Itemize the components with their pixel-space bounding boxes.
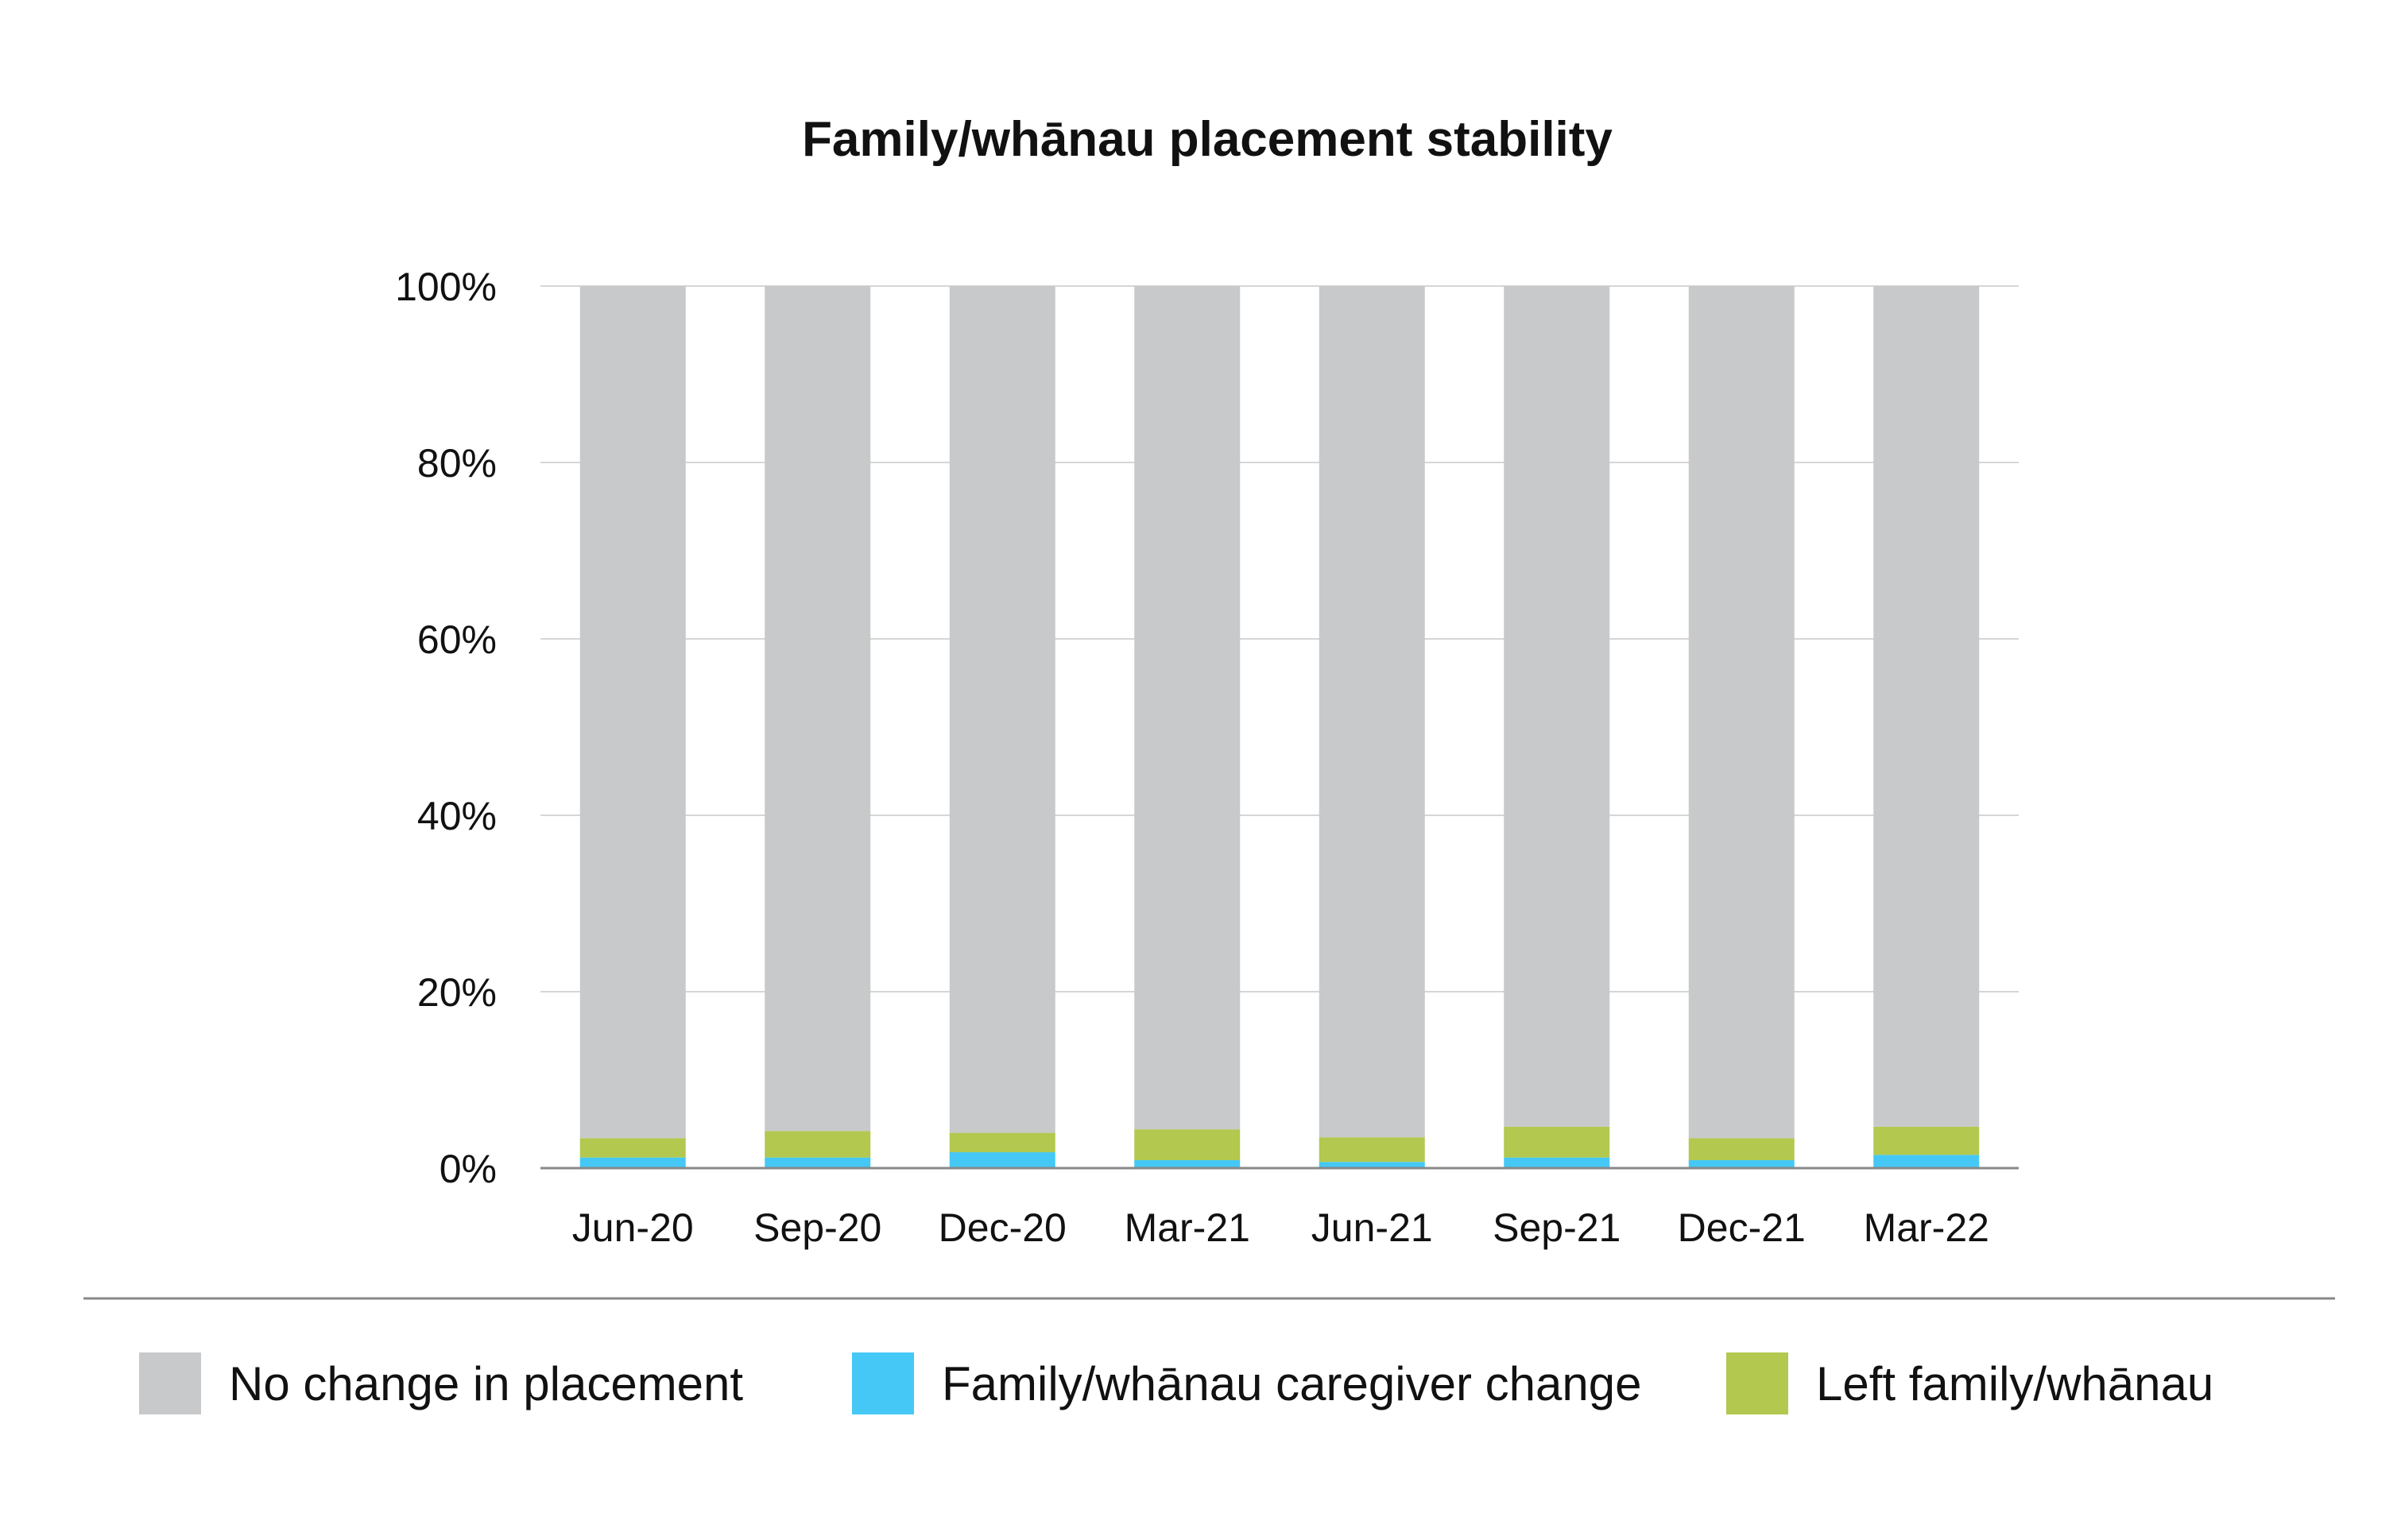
bar-left-family-wh-nau-sep-21 [1504,1126,1610,1158]
legend-label-left-family-wh-nau: Left family/whānau [1816,1357,2213,1410]
x-tick-label: Jun-21 [1311,1205,1433,1250]
x-tick-label: Sep-21 [1493,1205,1621,1250]
bar-left-family-wh-nau-dec-20 [949,1132,1055,1153]
y-tick-label: 20% [417,970,497,1015]
bar-family-wh-nau-caregiver-change-mar-22 [1873,1155,1980,1168]
legend-label-no-change-in-placement: No change in placement [229,1357,743,1410]
bar-left-family-wh-nau-dec-21 [1688,1138,1795,1161]
x-tick-label: Dec-21 [1678,1205,1806,1250]
bar-family-wh-nau-caregiver-change-mar-21 [1134,1160,1241,1168]
bar-family-wh-nau-caregiver-change-sep-20 [765,1157,871,1168]
y-axis-ticks: 0% 20% 40% 60% 80% 100% [395,265,497,1191]
legend: No change in placement Family/whānau care… [139,1352,2213,1414]
bar-left-family-wh-nau-mar-21 [1134,1129,1241,1161]
y-tick-label: 0% [440,1147,497,1191]
bar-left-family-wh-nau-mar-22 [1873,1126,1980,1155]
bar-no-change-in-placement-mar-21 [1134,286,1241,1130]
legend-swatch-family-wh-nau-caregiver-change [852,1352,914,1414]
bar-no-change-in-placement-jun-20 [579,286,686,1139]
x-tick-label: Mar-21 [1125,1205,1250,1250]
x-tick-label: Mar-22 [1864,1205,1989,1250]
y-tick-label: 40% [417,794,497,838]
bar-no-change-in-placement-dec-20 [949,286,1055,1133]
x-axis-ticks: Jun-20 Sep-20 Dec-20 Mar-21 Jun-21 Sep-21 Dec-… [572,1205,1989,1250]
legend-swatch-left-family-wh-nau [1726,1352,1788,1414]
bar-family-wh-nau-caregiver-change-dec-20 [949,1152,1055,1168]
bars [579,286,1980,1168]
bar-family-wh-nau-caregiver-change-jun-21 [1319,1162,1425,1168]
bar-left-family-wh-nau-jun-20 [579,1138,686,1158]
bar-family-wh-nau-caregiver-change-jun-20 [579,1157,686,1168]
bar-no-change-in-placement-jun-21 [1319,286,1425,1138]
legend-label-family-wh-nau-caregiver-change: Family/whānau caregiver change [942,1357,1641,1410]
bar-no-change-in-placement-dec-21 [1688,286,1795,1139]
x-tick-label: Dec-20 [939,1205,1067,1250]
bar-no-change-in-placement-sep-21 [1504,286,1610,1127]
y-tick-label: 80% [417,441,497,486]
legend-swatch-no-change-in-placement [139,1352,201,1414]
gridlines [540,285,2019,992]
bar-left-family-wh-nau-sep-20 [765,1131,871,1158]
bar-no-change-in-placement-sep-20 [765,286,871,1132]
y-tick-label: 60% [417,617,497,662]
bar-no-change-in-placement-mar-22 [1873,286,1980,1127]
bar-left-family-wh-nau-jun-21 [1319,1137,1425,1163]
bar-family-wh-nau-caregiver-change-dec-21 [1688,1160,1795,1168]
x-tick-label: Sep-20 [753,1205,881,1250]
chart-title: Family/whānau placement stability [802,112,1613,167]
x-tick-label: Jun-20 [572,1205,694,1250]
bar-family-wh-nau-caregiver-change-sep-21 [1504,1157,1610,1168]
y-tick-label: 100% [395,265,497,309]
